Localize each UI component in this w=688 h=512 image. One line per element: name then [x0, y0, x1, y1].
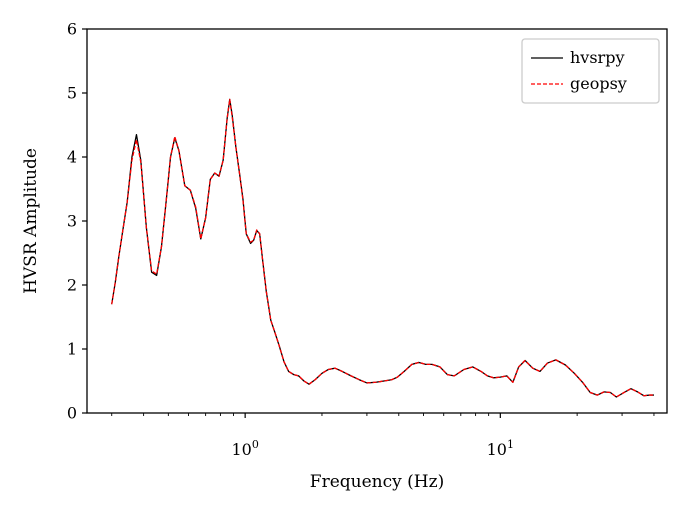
y-tick-label: 3: [67, 212, 77, 231]
y-tick-label: 1: [67, 340, 77, 359]
y-tick-label: 4: [67, 148, 77, 167]
y-tick-label: 5: [67, 84, 77, 103]
y-axis-label: HVSR Amplitude: [21, 148, 41, 294]
x-axis-label: Frequency (Hz): [310, 472, 444, 492]
series-line-hvsrpy: [111, 98, 654, 398]
y-axis: 0 1 2 3 4 5 6: [67, 20, 87, 423]
y-tick-label: 6: [67, 20, 77, 39]
y-tick-label: 0: [67, 404, 77, 423]
y-tick-label: 2: [67, 276, 77, 295]
x-tick-label: 100: [231, 438, 258, 459]
x-tick-label: 101: [487, 438, 514, 459]
series-layer: [111, 98, 654, 398]
series-line-geopsy: [111, 98, 654, 398]
x-axis: 100 101: [111, 413, 655, 459]
legend-label-hvsrpy: hvsrpy: [570, 48, 624, 67]
legend-label-geopsy: geopsy: [570, 74, 627, 93]
legend: hvsrpy geopsy: [521, 38, 660, 104]
legend-box: [521, 38, 660, 104]
